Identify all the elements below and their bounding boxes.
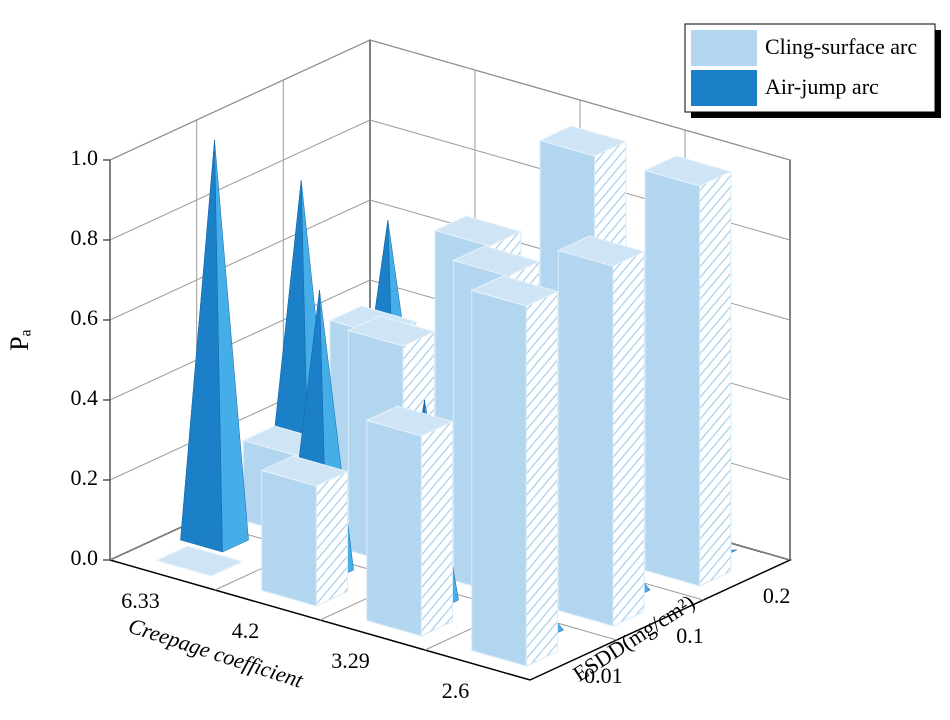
bar-top <box>643 155 733 187</box>
y-tick-label: 0.1 <box>676 623 704 648</box>
bar-top <box>433 215 523 247</box>
z-tick-label: 0.6 <box>71 305 99 330</box>
bar-front <box>471 289 527 667</box>
bar-front <box>557 249 614 627</box>
bar-top <box>260 455 349 487</box>
bar <box>365 405 454 637</box>
bar-front <box>366 419 422 637</box>
grid-line <box>109 39 791 161</box>
bar <box>643 155 733 587</box>
bar-side <box>699 170 732 587</box>
legend-swatch <box>691 70 757 106</box>
bar-front <box>644 169 701 587</box>
z-tick-label: 1.0 <box>71 145 99 170</box>
bar-side <box>420 420 454 637</box>
legend-label: Air-jump arc <box>765 74 879 99</box>
x-tick-label: 4.2 <box>232 618 260 643</box>
pyramid <box>180 139 249 553</box>
bar-side <box>612 250 645 627</box>
x-axis-title: Creepage coefficient <box>125 613 307 693</box>
z-tick-label: 0.4 <box>71 385 99 410</box>
x-tick-label: 3.29 <box>331 648 370 673</box>
z-tick-label: 0.0 <box>71 545 99 570</box>
pyramid-side <box>214 139 249 553</box>
z-tick-label: 0.2 <box>71 465 99 490</box>
bar-top <box>538 125 628 157</box>
bar-side <box>525 290 559 667</box>
bar-top <box>365 405 454 437</box>
y-tick-label: 0.2 <box>763 583 791 608</box>
bar-top <box>346 315 436 347</box>
legend-label: Cling-surface arc <box>765 34 917 59</box>
y-tick-label: 0.01 <box>584 663 623 688</box>
bar <box>260 455 349 607</box>
x-tick-label: 2.6 <box>442 678 470 703</box>
bar-side <box>315 470 349 607</box>
bar-top <box>470 275 559 307</box>
bar <box>470 275 559 667</box>
bar-top <box>155 545 244 577</box>
bar <box>155 545 244 577</box>
bar <box>556 235 646 627</box>
z-tick-label: 0.8 <box>71 225 99 250</box>
x-tick-label: 6.33 <box>121 588 160 613</box>
z-axis-title: Pₐ <box>5 329 34 351</box>
bar-top <box>451 245 541 277</box>
bar-front <box>261 469 317 607</box>
legend-swatch <box>691 30 757 66</box>
bar-top <box>556 235 646 267</box>
